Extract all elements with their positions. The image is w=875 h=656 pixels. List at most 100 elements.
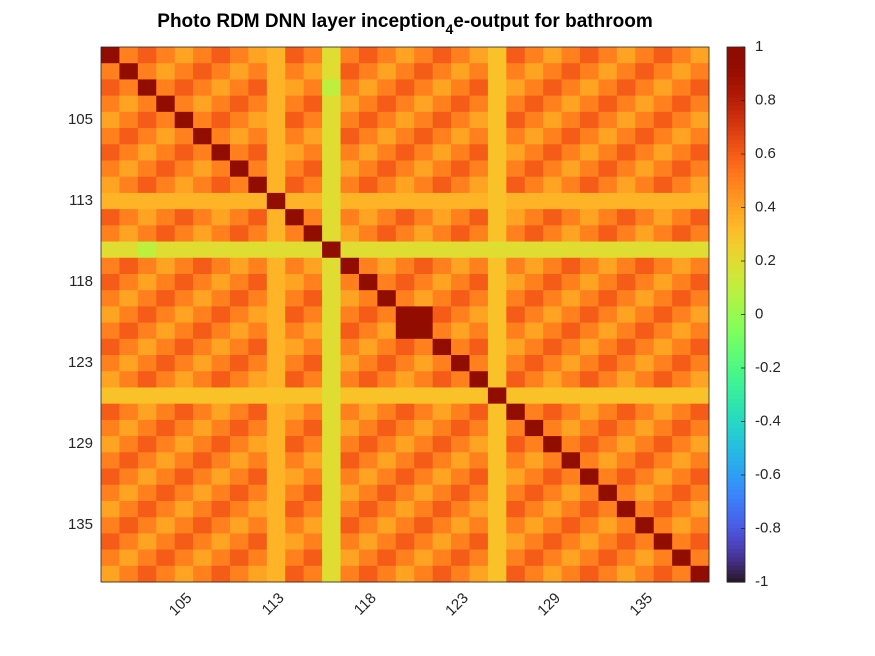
heatmap-cell — [653, 176, 673, 194]
heatmap-cell — [340, 63, 360, 80]
heatmap-cell — [229, 160, 249, 178]
heatmap-cell — [137, 419, 157, 437]
heatmap-cell — [561, 63, 581, 80]
colorbar-segment — [727, 147, 745, 153]
heatmap-cell — [635, 63, 655, 80]
colorbar-segment — [727, 561, 745, 566]
heatmap-cell — [635, 225, 655, 243]
heatmap-cell — [377, 403, 397, 421]
heatmap-cell — [598, 549, 618, 567]
colorbar-segment — [727, 84, 745, 90]
heatmap-cell — [580, 565, 599, 583]
heatmap-cell — [580, 387, 599, 405]
heatmap-cell — [524, 371, 544, 388]
colorbar-segment — [727, 239, 745, 245]
heatmap-cell — [303, 241, 323, 259]
heatmap-cell — [303, 355, 323, 372]
heatmap-cell — [487, 79, 507, 97]
heatmap-cell — [561, 95, 581, 113]
heatmap-cell — [358, 403, 378, 421]
heatmap-cell — [395, 517, 415, 534]
colorbar-segment — [727, 452, 745, 458]
colorbar-segment — [727, 548, 745, 554]
heatmap-cell — [285, 355, 305, 372]
heatmap-cell — [101, 452, 120, 470]
heatmap-cell — [322, 192, 342, 210]
heatmap-cell — [690, 273, 710, 291]
heatmap-cell — [524, 468, 544, 486]
colorbar-segment — [727, 151, 745, 157]
colorbar-segment — [727, 264, 745, 270]
heatmap-cell — [248, 387, 268, 405]
colorbar-segment — [727, 63, 745, 69]
colorbar-segment — [727, 243, 745, 249]
heatmap-cell — [156, 322, 176, 340]
heatmap-cell — [303, 484, 323, 502]
heatmap-cell — [524, 517, 544, 534]
heatmap-cell — [119, 257, 139, 275]
heatmap-cell — [229, 355, 249, 372]
heatmap-cell — [561, 387, 581, 405]
heatmap-cell — [487, 533, 507, 551]
heatmap-cell — [193, 484, 213, 502]
heatmap-cell — [653, 209, 673, 226]
heatmap-cell — [377, 387, 397, 405]
heatmap-cell — [358, 63, 378, 80]
heatmap-cell — [248, 533, 268, 551]
heatmap-cell — [193, 322, 213, 340]
heatmap-cell — [285, 565, 305, 583]
heatmap-cell — [285, 387, 305, 405]
heatmap-cell — [635, 47, 655, 64]
heatmap-cell — [580, 209, 599, 226]
heatmap-cell — [119, 241, 139, 259]
heatmap-cell — [672, 128, 692, 145]
heatmap-cell — [340, 565, 360, 583]
heatmap-cell — [414, 47, 434, 64]
heatmap-cell — [340, 549, 360, 567]
heatmap-cell — [487, 192, 507, 210]
heatmap-cell — [322, 111, 342, 129]
heatmap-cell — [211, 95, 231, 113]
heatmap-cell — [377, 371, 397, 388]
heatmap-cell — [469, 371, 489, 388]
heatmap-cell — [358, 47, 378, 64]
heatmap-cell — [598, 338, 618, 356]
heatmap-cell — [174, 176, 194, 194]
heatmap-cell — [672, 436, 692, 453]
heatmap-cell — [174, 306, 194, 324]
heatmap-cell — [229, 468, 249, 486]
colorbar-segment — [727, 293, 745, 299]
heatmap-cell — [119, 273, 139, 291]
heatmap-cell — [266, 306, 286, 324]
heatmap-cell — [672, 468, 692, 486]
heatmap-cell — [580, 338, 599, 356]
heatmap-cell — [616, 436, 636, 453]
heatmap-cell — [248, 290, 268, 307]
heatmap-cell — [653, 128, 673, 145]
heatmap-cell — [487, 371, 507, 388]
heatmap-cell — [119, 192, 139, 210]
heatmap-cell — [506, 403, 526, 421]
heatmap-cell — [506, 192, 526, 210]
colorbar-segment — [727, 72, 745, 77]
heatmap-cell — [303, 500, 323, 518]
heatmap-cell — [156, 241, 176, 259]
colorbar-segment — [727, 97, 745, 102]
colorbar-segment — [727, 515, 745, 520]
heatmap-cell — [229, 144, 249, 161]
heatmap-cell — [580, 79, 599, 97]
heatmap-cell — [487, 306, 507, 324]
heatmap-cell — [690, 322, 710, 340]
heatmap-cell — [101, 209, 120, 226]
heatmap-cell — [229, 338, 249, 356]
heatmap-cell — [340, 209, 360, 226]
colorbar-segment — [727, 531, 745, 537]
heatmap-cell — [451, 290, 470, 307]
heatmap-cell — [211, 468, 231, 486]
heatmap-cell — [285, 452, 305, 470]
heatmap-cell — [653, 338, 673, 356]
heatmap-cell — [119, 47, 139, 64]
heatmap-cell — [266, 322, 286, 340]
